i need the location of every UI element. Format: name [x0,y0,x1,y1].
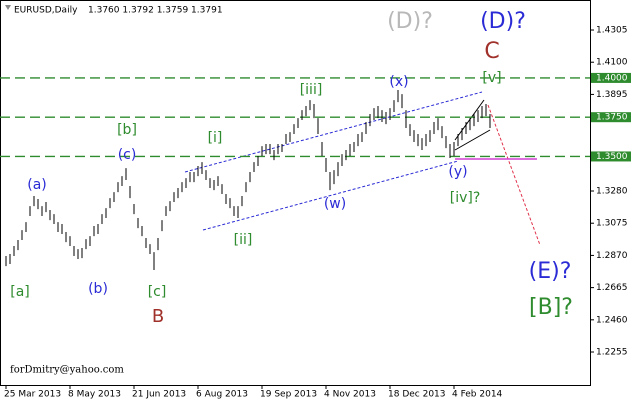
level-box [591,72,631,83]
wave-label: B [152,306,164,327]
wave-label: (c) [118,147,137,163]
y-tick-label: 1.4100 [596,58,628,68]
wave-label: (E)? [529,259,572,284]
icon [5,5,11,10]
wave-label: [iv]? [450,190,481,206]
wave-label: C [484,39,499,64]
y-tick-label: 1.2665 [596,283,628,293]
y-tick-label: 1.2255 [596,348,628,358]
y-tick-label: 1.3895 [596,90,628,100]
trend-line [454,129,491,151]
wave-label: (D)? [480,9,526,34]
x-tick-label: 4 Nov 2013 [324,390,376,400]
y-tick-label: 1.4305 [596,26,628,36]
x-tick-label: 6 Aug 2013 [196,390,248,400]
wave-label: (b) [88,281,108,297]
y-tick-label: 1.2460 [596,315,628,325]
wave-label: (y) [448,164,467,180]
wave-label: [iii] [300,82,323,98]
wave-label: [B]? [529,295,573,320]
wave-label: [i] [208,130,223,146]
x-tick-label: 8 May 2013 [68,390,121,400]
y-tick-label: 1.2870 [596,251,628,261]
level-label: 1.3500 [596,152,628,162]
wave-label: [c] [148,284,167,300]
x-tick-label: 4 Feb 2014 [452,390,503,400]
wave-label: [a] [10,284,30,300]
chart-title: EURUSD,Daily [14,6,78,16]
level-label: 1.4000 [596,73,628,83]
wave-label: [ii] [234,232,253,248]
level-box [591,112,631,123]
wave-label: [v] [482,70,501,86]
y-tick-label: 1.3075 [596,219,628,229]
wave-label: (a) [27,177,47,193]
ohlc-info: 1.3760 1.3792 1.3759 1.3791 [88,6,223,16]
channel-line [202,160,459,231]
plot-frame [0,0,591,386]
x-tick-label: 19 Sep 2013 [260,390,317,400]
wave-label: [b] [117,122,137,138]
channel-line [184,91,483,173]
x-tick-label: 18 Dec 2013 [388,390,446,400]
watermark: forDmitry@yahoo.com [10,365,124,376]
wave-label: (x) [389,74,408,90]
x-tick-label: 25 Mar 2013 [4,390,61,400]
wave-label: (w) [324,196,346,212]
y-tick-label: 1.3280 [596,187,628,197]
level-box [591,151,631,162]
x-tick-label: 21 Jun 2013 [132,390,186,400]
wave-label: (D)? [387,9,433,34]
level-label: 1.3750 [596,113,628,123]
